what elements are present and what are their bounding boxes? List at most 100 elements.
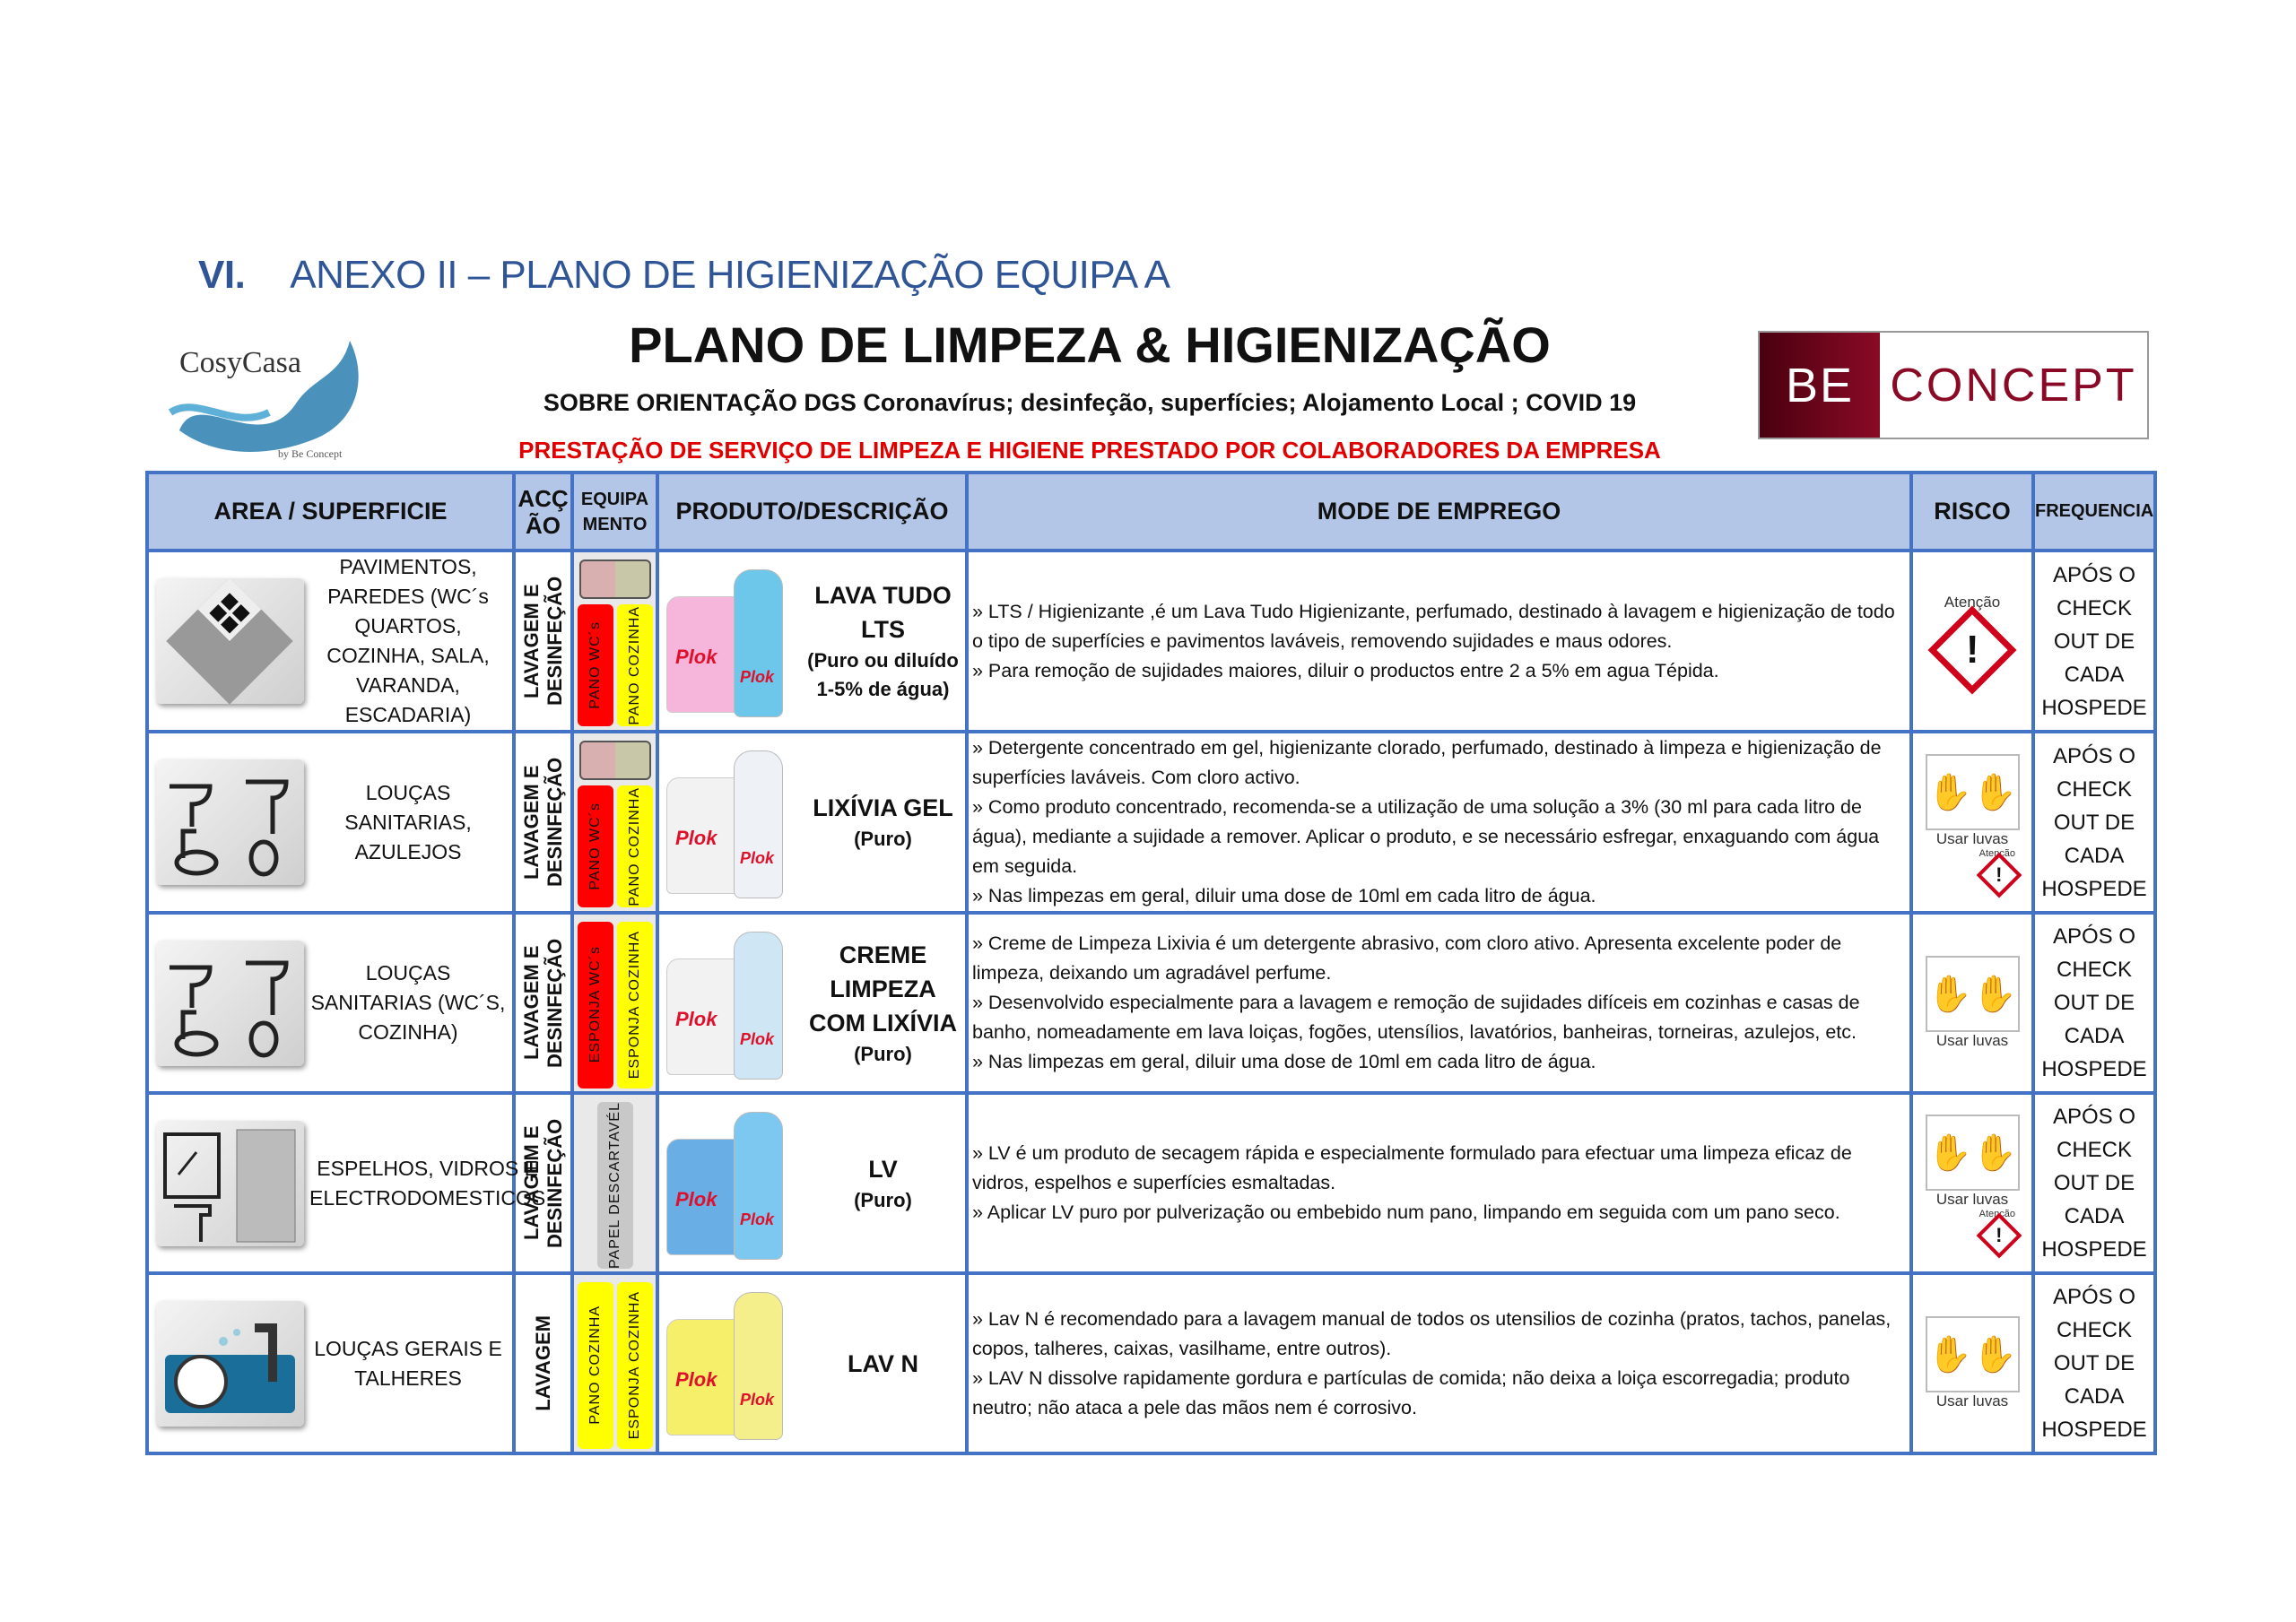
frequency-cell: APÓS O CHECK OUT DE CADA HOSPEDE (2031, 730, 2157, 915)
equipment-cell: PANO WC´s PANO COZINHA (570, 730, 659, 915)
product-note: (Puro ou diluído 1-5% de água) (807, 649, 959, 700)
table-header-row: AREA / SUPERFICIE ACÇ ÃO EQUIPA MENTO PR… (145, 471, 2157, 552)
usage-paragraph: » Lav N é recomendado para a lavagem man… (972, 1307, 1892, 1359)
usage-paragraph: » Como produto concentrado, recomenda-se… (972, 796, 1880, 877)
accao-text: LAVAGEM E DESINFEÇÃO (519, 576, 566, 707)
product-note: (Puro) (854, 1042, 912, 1065)
header-equipamento: EQUIPA MENTO (570, 471, 659, 552)
annex-title: ANEXO II – PLANO DE HIGIENIZAÇÃO EQUIPA … (290, 253, 1170, 297)
area-text: PAVIMENTOS, PAREDES (WC´s QUARTOS, COZIN… (326, 555, 490, 726)
area-text: LOUÇAS SANITARIAS (WC´S, COZINHA) (310, 961, 506, 1044)
usage-paragraph: » Desenvolvido especialmente para a lava… (972, 992, 1860, 1043)
accao-cell: LAVAGEM E DESINFEÇÃO (512, 1091, 574, 1275)
brand-label: Plok (740, 1029, 775, 1048)
equipment-tags: PAPEL DESCARTAVÉL (596, 1101, 633, 1269)
product-bottles-image: Plok Plok (666, 742, 801, 903)
frequency-cell: APÓS O CHECK OUT DE CADA HOSPEDE (2031, 911, 2157, 1095)
risk-cell: ✋✋Usar luvasAtenção! (1909, 1091, 2035, 1275)
subtitle: SOBRE ORIENTAÇÃO DGS Coronavírus; desinf… (543, 389, 1637, 416)
equipment-tags: PANO COZINHA ESPONJA COZINHA (577, 1281, 653, 1449)
table-row: ESPELHOS, VIDROS E ELECTRODOMESTICOS LAVA… (145, 1091, 2157, 1275)
product-cell: Plok Plok LAVA TUDO LTS (Puro ou diluído 1-… (656, 549, 969, 733)
bucket-mop-icon (578, 741, 651, 780)
equipment-tags: ESPONJA WC´s ESPONJA COZINHA (577, 921, 653, 1089)
annex-number: VI. (198, 253, 246, 297)
risk-cell: Atenção! (1909, 549, 2035, 733)
gloves-label: Usar luvas (1935, 1032, 2009, 1049)
equipment-label: PANO WC´s (587, 621, 603, 709)
brand-label: Plok (740, 1390, 775, 1409)
usage-paragraph: » Para remoção de sujidades maiores, dil… (972, 659, 1719, 681)
hazard-warning-icon: ! (1976, 852, 2022, 898)
area-cell: LOUÇAS GERAIS E TALHERES (145, 1271, 516, 1455)
equipment-cell: PANO WC´s PANO COZINHA (570, 549, 659, 733)
accao-cell: LAVAGEM E DESINFEÇÃO (512, 911, 574, 1095)
risk-cell: ✋✋ Usar luvas (1909, 1271, 2035, 1455)
gloves-icon: ✋✋ (1925, 1316, 2020, 1392)
product-cell: Plok Plok LV (Puro) (656, 1091, 969, 1275)
area-cell: LOUÇAS SANITARIAS, AZULEJOS (145, 730, 516, 915)
mirror-appliance-icon (156, 1120, 304, 1246)
header-accao: ACÇ ÃO (512, 471, 574, 552)
equipment-tags: PANO WC´s PANO COZINHA (577, 785, 653, 907)
table-row: LOUÇAS GERAIS E TALHERES LAVAGEM PANO COZI… (145, 1271, 2157, 1455)
product-bottles-image: Plok Plok (666, 923, 801, 1084)
table-row: LOUÇAS SANITARIAS, AZULEJOS LAVAGEM E DES… (145, 730, 2157, 915)
gloves-label: Usar luvas (1935, 1191, 2009, 1208)
brand-label: Plok (675, 1007, 718, 1030)
usage-cell: » Creme de Limpeza Lixivia é um detergen… (965, 911, 1913, 1095)
brand-label: Plok (740, 849, 775, 867)
cleaning-plan-table: AREA / SUPERFICIE ACÇ ÃO EQUIPA MENTO PR… (145, 471, 2157, 1455)
header-risco: RISCO (1909, 471, 2035, 552)
brand-label: Plok (675, 1187, 718, 1210)
service-notice: PRESTAÇÃO DE SERVIÇO DE LIMPEZA E HIGIEN… (518, 437, 1661, 464)
header-frequencia: FREQUENCIA (2031, 471, 2157, 552)
header-modo: MODE DE EMPREGO (965, 471, 1913, 552)
accao-cell: LAVAGEM (512, 1271, 574, 1455)
area-cell: ESPELHOS, VIDROS E ELECTRODOMESTICOS (145, 1091, 545, 1275)
gloves-icon: ✋✋ (1925, 1115, 2020, 1191)
brand-label: Plok (675, 1367, 718, 1391)
equipment-cell: ESPONJA WC´s ESPONJA COZINHA (570, 911, 659, 1095)
accao-text: LAVAGEM (531, 1315, 554, 1411)
usage-cell: » Detergente concentrado em gel, higieni… (965, 730, 1913, 915)
gloves-label: Usar luvas (1935, 1392, 2009, 1409)
table-row: PAVIMENTOS, PAREDES (WC´s QUARTOS, COZIN… (145, 549, 2157, 733)
usage-paragraph: » Aplicar LV puro por pulverização ou em… (972, 1201, 1840, 1223)
product-cell: Plok Plok LAV N (656, 1271, 969, 1455)
usage-paragraph: » LAV N dissolve rapidamente gordura e p… (972, 1366, 1850, 1418)
product-bottles-image: Plok Plok (666, 1283, 801, 1444)
table-row: LOUÇAS SANITARIAS (WC´S, COZINHA) LAVAGEM… (145, 911, 2157, 1095)
equipment-tag: PANO WC´s (577, 604, 613, 726)
sanitary-ware-icon (156, 940, 304, 1066)
concept-wordmark: CONCEPT (1890, 359, 2137, 412)
header-produto: PRODUTO/DESCRIÇÃO (656, 471, 969, 552)
accao-text: LAVAGEM E DESINFEÇÃO (519, 1118, 566, 1248)
product-name: CREME LIMPEZA COM LIXÍVIA (808, 941, 957, 1037)
sanitary-ware-icon (156, 759, 304, 885)
equipment-tag: PAPEL DESCARTAVÉL (596, 1101, 633, 1269)
gloves-icon: ✋✋ (1925, 956, 2020, 1032)
accao-cell: LAVAGEM E DESINFEÇÃO (512, 549, 574, 733)
equipment-label: PANO COZINHA (626, 605, 642, 725)
annex-heading: VI. ANEXO II – PLANO DE HIGIENIZAÇÃO EQUI… (198, 253, 1170, 298)
frequency-cell: APÓS O CHECK OUT DE CADA HOSPEDE (2031, 549, 2157, 733)
hazard-warning-icon: ! (1927, 605, 2017, 695)
area-text: LOUÇAS GERAIS E TALHERES (314, 1336, 502, 1390)
brand-label: Plok (740, 1210, 775, 1228)
bucket-mop-icon (578, 559, 651, 599)
equipment-cell: PANO COZINHA ESPONJA COZINHA (570, 1271, 659, 1455)
usage-paragraph: » Nas limpezas em geral, diluir uma dose… (972, 1051, 1596, 1072)
gloves-icon: ✋✋ (1925, 753, 2020, 830)
area-cell: LOUÇAS SANITARIAS (WC´S, COZINHA) (145, 911, 516, 1095)
product-name: LIXÍVIA GEL (813, 794, 953, 821)
brand-label: Plok (740, 668, 775, 686)
attention-label: Atenção (1944, 594, 2001, 611)
equipment-tag: PANO COZINHA (616, 604, 653, 726)
svg-text:by Be Concept: by Be Concept (278, 447, 343, 460)
brand-label: Plok (675, 646, 718, 668)
product-note: (Puro) (854, 1188, 912, 1211)
product-name: LV (868, 1155, 898, 1183)
equipment-label: PANO COZINHA (587, 1305, 603, 1425)
accao-cell: LAVAGEM E DESINFEÇÃO (512, 730, 574, 915)
